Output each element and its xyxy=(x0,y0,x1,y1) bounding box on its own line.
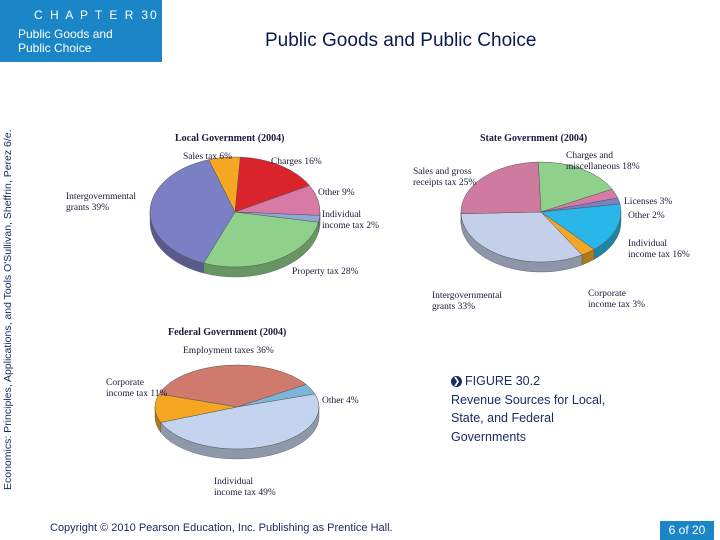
slice-label: Employment taxes 36% xyxy=(183,346,274,356)
chapter-title-line2: Public Choice xyxy=(18,41,92,55)
chart-title: Local Government (2004) xyxy=(175,133,284,144)
chapter-title-line1: Public Goods and xyxy=(18,27,113,41)
chart-title: Federal Government (2004) xyxy=(168,327,286,338)
figure-number: FIGURE 30.2 xyxy=(465,374,541,388)
pie-chart-3: Federal Government (2004) Employment taxe… xyxy=(106,327,359,498)
slice-label: Individual income tax 49% xyxy=(214,477,276,498)
figure-icon: ❯ xyxy=(451,376,462,387)
slice-label: Property tax 28% xyxy=(292,267,359,277)
slide-title: Public Goods and Public Choice xyxy=(265,30,537,51)
slice-label: Intergovernmental grants 33% xyxy=(432,291,502,312)
slice-label: Corporate income tax 3% xyxy=(588,289,645,310)
slice-label: Sales tax 6% xyxy=(183,152,232,162)
chapter-number: 30 xyxy=(141,8,159,22)
pie-slice xyxy=(460,161,542,215)
slice-label: Other 2% xyxy=(628,211,665,221)
slice-label: Corporate income tax 11% xyxy=(106,378,167,399)
page-number[interactable]: 6 of 20 xyxy=(660,521,714,540)
slice-label: Charges and miscellaneous 18% xyxy=(566,151,640,172)
pie-slice xyxy=(460,211,583,263)
caption-line2: State, and Federal xyxy=(451,411,554,425)
pie-slice xyxy=(234,156,310,213)
slice-label: Intergovernmental grants 39% xyxy=(66,192,136,213)
pie-slice xyxy=(540,203,622,250)
pie-slice xyxy=(537,161,613,213)
slice-label: Individual income tax 16% xyxy=(628,239,690,260)
chart-title: State Government (2004) xyxy=(480,133,587,144)
chapter-title: Public Goods and Public Choice xyxy=(18,27,148,55)
pie-slice xyxy=(160,393,320,450)
chapter-header: C H A P T E R 30 Public Goods and Public … xyxy=(0,0,162,62)
caption-line3: Governments xyxy=(451,429,527,444)
slice-label: Other 4% xyxy=(322,396,359,406)
slice-label: Other 9% xyxy=(318,188,355,198)
slice-label: Licenses 3% xyxy=(624,197,672,207)
pie-chart-1: Local Government (2004) Sales tax 6% Charg… xyxy=(66,133,379,278)
slice-label: Individual income tax 2% xyxy=(322,210,379,231)
pie-slice xyxy=(154,393,238,423)
pie-chart-2: State Government (2004) Charges and miscel… xyxy=(413,133,690,312)
chapter-label: C H A P T E R 30 xyxy=(34,8,159,22)
slice-label: Charges 16% xyxy=(271,157,322,167)
copyright: Copyright © 2010 Pearson Education, Inc.… xyxy=(50,522,393,534)
slice-label: Sales and gross receipts tax 25% xyxy=(413,167,476,188)
pie-slice xyxy=(203,211,319,268)
caption-line1: Revenue Sources for Local, xyxy=(451,392,606,407)
pie-slice xyxy=(149,159,236,264)
figure-caption: ❯ FIGURE 30.2 Revenue Sources for Local, … xyxy=(451,372,651,446)
pie-slice xyxy=(158,364,307,408)
